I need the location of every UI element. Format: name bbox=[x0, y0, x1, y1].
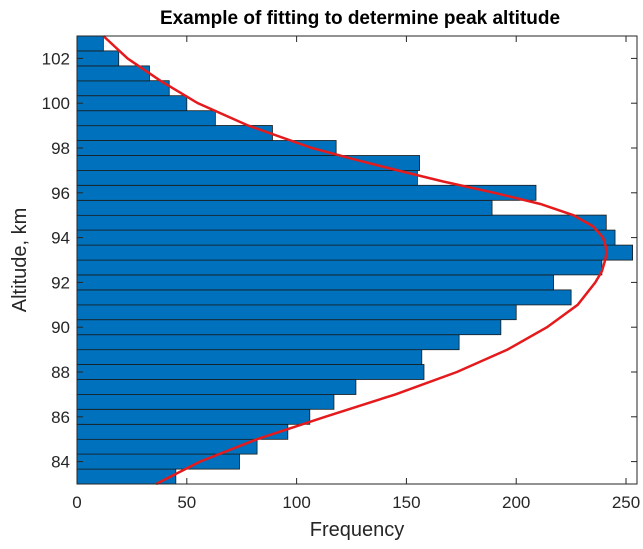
y-axis-label: Altitude, km bbox=[9, 208, 31, 312]
fit-curve bbox=[102, 35, 608, 486]
histogram-bar bbox=[76, 214, 607, 231]
chart-title: Example of fitting to determine peak alt… bbox=[160, 8, 560, 29]
histogram-bar bbox=[76, 379, 357, 395]
histogram-bar bbox=[76, 274, 554, 291]
histogram-bar bbox=[76, 423, 289, 440]
histogram-bar bbox=[76, 408, 311, 425]
histogram-bar bbox=[76, 334, 460, 351]
plot-frame bbox=[76, 35, 638, 485]
y-tick-label: 100 bbox=[42, 94, 70, 113]
histogram-bar bbox=[76, 393, 335, 410]
histogram-bar bbox=[76, 50, 120, 67]
y-tick-label: 92 bbox=[51, 273, 70, 292]
histogram-bar bbox=[76, 169, 418, 186]
histogram-bar bbox=[76, 289, 572, 306]
x-tick-label: 200 bbox=[502, 493, 530, 512]
histogram-bar bbox=[76, 364, 425, 380]
y-tick-label: 102 bbox=[42, 49, 70, 68]
histogram-bar bbox=[76, 244, 634, 261]
histogram-bar bbox=[76, 65, 150, 82]
y-tick-label: 84 bbox=[51, 453, 70, 472]
histogram-bar bbox=[76, 349, 423, 365]
histogram-bar bbox=[76, 125, 273, 141]
y-tick-label: 94 bbox=[51, 229, 70, 248]
y-tick-label: 96 bbox=[51, 184, 70, 203]
histogram-bar bbox=[76, 110, 216, 127]
histogram-bar bbox=[76, 304, 517, 321]
x-tick-label: 150 bbox=[392, 493, 420, 512]
y-tick-label: 88 bbox=[51, 363, 70, 382]
x-tick-label: 50 bbox=[177, 493, 196, 512]
histogram-bar bbox=[76, 438, 258, 455]
y-tick-label: 90 bbox=[51, 318, 70, 337]
y-tick-label: 98 bbox=[51, 139, 70, 158]
y-axis-ticks: 84 86 88 90 92 94 96 98 100 102 bbox=[42, 49, 637, 472]
x-tick-label: 250 bbox=[612, 493, 640, 512]
x-tick-label: 0 bbox=[72, 493, 81, 512]
histogram-bar bbox=[76, 259, 603, 276]
histogram-bar bbox=[76, 95, 188, 112]
x-axis-ticks: 0 50 100 150 200 250 bbox=[72, 36, 640, 512]
x-axis-label: Frequency bbox=[310, 519, 405, 541]
y-tick-label: 86 bbox=[51, 408, 70, 427]
x-tick-label: 100 bbox=[282, 493, 310, 512]
histogram-bar bbox=[76, 199, 493, 216]
histogram-bar bbox=[76, 35, 104, 52]
histogram-bar bbox=[76, 229, 616, 246]
histogram-bar bbox=[76, 319, 502, 336]
histogram-bar bbox=[76, 80, 170, 97]
